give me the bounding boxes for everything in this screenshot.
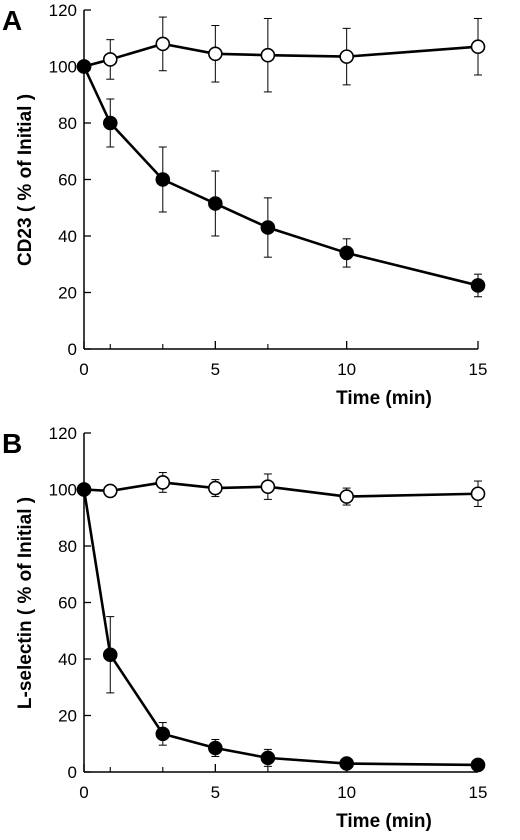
x-tick-label: 10 bbox=[337, 783, 356, 802]
data-point-filled-circle bbox=[76, 59, 92, 74]
x-tick-label: 0 bbox=[79, 360, 88, 379]
x-tick-label: 0 bbox=[79, 783, 88, 802]
panel-b-plot-area bbox=[76, 472, 486, 773]
data-point-open-circle bbox=[470, 39, 486, 55]
data-point-filled-circle bbox=[208, 196, 223, 211]
y-tick-label: 60 bbox=[58, 171, 77, 190]
data-point-filled-circle bbox=[155, 172, 171, 187]
y-tick-label: 120 bbox=[49, 424, 77, 443]
panel-b-axes: 0 20 40 60 80 100 120 0 5 10 15 bbox=[49, 424, 488, 802]
data-point-open-circle bbox=[470, 486, 486, 502]
series-line-filled-circle bbox=[82, 489, 479, 767]
data-point-open-circle bbox=[208, 480, 223, 496]
panel-a-axes: 0 20 40 60 80 100 120 0 5 10 15 bbox=[49, 1, 488, 379]
panel-a-x-axis-title: Time (min) bbox=[336, 388, 432, 409]
data-point-filled-circle bbox=[102, 115, 118, 131]
data-point-filled-circle bbox=[260, 750, 276, 766]
panel-b: B L-selectin ( % of Initial ) Time (min)… bbox=[2, 424, 487, 832]
panel-b-x-axis-title: Time (min) bbox=[336, 811, 432, 832]
data-point-open-circle bbox=[102, 483, 118, 499]
panel-a-y-axis-title: CD23 ( % of Initial ) bbox=[15, 94, 36, 266]
data-point-filled-circle bbox=[339, 756, 354, 771]
y-tick-label: 100 bbox=[49, 481, 77, 500]
data-point-filled-circle bbox=[155, 726, 171, 742]
series-line-open-circle bbox=[83, 481, 479, 498]
y-tick-label: 0 bbox=[68, 340, 77, 359]
data-point-filled-circle bbox=[470, 278, 486, 293]
data-point-filled-circle bbox=[102, 647, 118, 663]
panel-b-letter: B bbox=[2, 428, 22, 459]
y-tick-label: 100 bbox=[49, 58, 77, 77]
panel-a-letter: A bbox=[2, 5, 22, 36]
x-tick-label: 15 bbox=[469, 783, 488, 802]
y-tick-label: 20 bbox=[58, 284, 77, 303]
data-point-filled-circle bbox=[339, 245, 354, 261]
series-line-open-circle bbox=[83, 42, 479, 68]
data-point-filled-circle bbox=[208, 740, 223, 756]
data-point-open-circle bbox=[260, 47, 276, 63]
x-tick-label: 10 bbox=[337, 360, 356, 379]
y-tick-label: 40 bbox=[58, 227, 77, 246]
data-point-filled-circle bbox=[76, 482, 92, 497]
y-tick-label: 80 bbox=[58, 114, 77, 133]
x-tick-label: 5 bbox=[211, 360, 220, 379]
y-tick-label: 20 bbox=[58, 707, 77, 726]
data-point-open-circle bbox=[339, 49, 354, 64]
data-point-filled-circle bbox=[470, 757, 486, 773]
panel-b-y-axis-title: L-selectin ( % of Initial ) bbox=[15, 497, 36, 709]
data-point-open-circle bbox=[155, 475, 171, 490]
y-tick-label: 40 bbox=[58, 650, 77, 669]
data-point-open-circle bbox=[260, 479, 276, 494]
panel-a: A CD23 ( % of Initial ) Time (min) 0 20 40… bbox=[2, 1, 487, 409]
y-tick-label: 80 bbox=[58, 537, 77, 556]
data-point-open-circle bbox=[208, 46, 223, 62]
y-tick-label: 0 bbox=[68, 763, 77, 782]
data-point-open-circle bbox=[155, 36, 171, 52]
y-tick-label: 60 bbox=[58, 594, 77, 613]
series-line-filled-circle bbox=[82, 65, 479, 287]
x-tick-label: 5 bbox=[211, 783, 220, 802]
data-point-open-circle bbox=[339, 489, 354, 504]
x-tick-label: 15 bbox=[469, 360, 488, 379]
y-tick-label: 120 bbox=[49, 1, 77, 20]
data-point-filled-circle bbox=[260, 220, 276, 235]
data-point-open-circle bbox=[102, 52, 118, 67]
panel-a-plot-area bbox=[76, 16, 486, 298]
